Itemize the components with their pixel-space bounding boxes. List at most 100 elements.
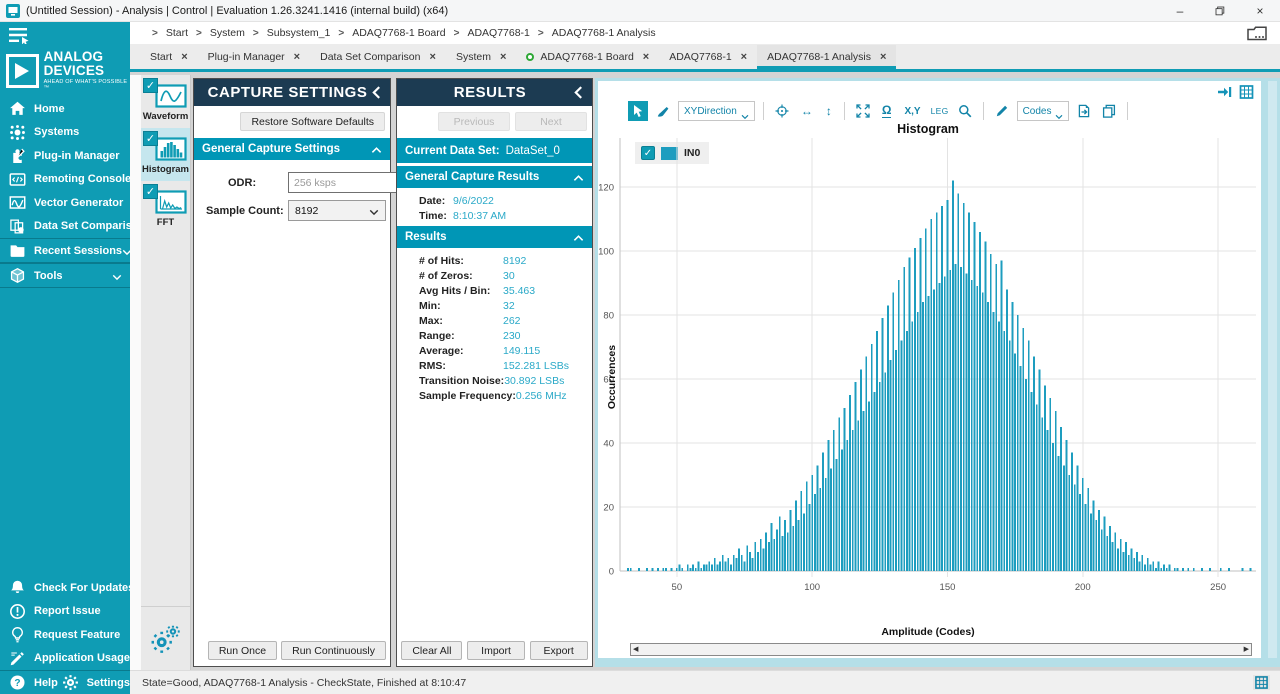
clear-all-button[interactable]: Clear All xyxy=(401,641,463,660)
collapse-panel-icon[interactable] xyxy=(372,86,381,99)
sidebar-item[interactable]: Report Issue xyxy=(0,600,130,624)
sidebar-item-settings[interactable]: Settings xyxy=(60,671,130,694)
restore-defaults-button[interactable]: Restore Software Defaults xyxy=(240,112,385,131)
sample-count-dropdown[interactable]: 8192 xyxy=(288,200,386,221)
legend-checkbox[interactable]: ✓ xyxy=(641,146,655,160)
minimize-button[interactable]: – xyxy=(1176,3,1184,18)
checkbox-checked[interactable]: ✓ xyxy=(143,184,158,199)
tool-strip-item[interactable]: ✓ Waveform xyxy=(142,78,189,122)
close-tab-icon[interactable]: × xyxy=(429,51,436,63)
scroll-right-icon[interactable]: ▶ xyxy=(1243,646,1249,653)
collapse-panel-icon[interactable] xyxy=(574,86,583,99)
tools-icon xyxy=(9,267,26,284)
breadcrumb-separator: > xyxy=(537,27,544,39)
sidebar-item[interactable]: Plug-in Manager xyxy=(0,144,130,168)
import-button[interactable]: Import xyxy=(467,641,526,660)
x-axis-label: Amplitude (Codes) xyxy=(881,626,975,638)
next-button[interactable]: Next xyxy=(515,112,587,131)
breadcrumb-item[interactable]: > ADAQ7768-1 xyxy=(453,27,530,39)
brush-tool-button[interactable] xyxy=(653,101,673,121)
tab[interactable]: Plug-in Manager × xyxy=(207,51,301,63)
svg-text:200: 200 xyxy=(1075,582,1091,593)
collapse-right-icon[interactable] xyxy=(1217,85,1232,99)
breadcrumb-item[interactable]: > ADAQ7768-1 Board xyxy=(338,27,446,39)
fft-thumb-icon xyxy=(154,190,187,214)
general-capture-settings-section[interactable]: General Capture Settings xyxy=(194,138,390,160)
breadcrumb-item[interactable]: > System xyxy=(196,27,245,39)
checkbox-checked[interactable]: ✓ xyxy=(143,131,158,146)
undo-zoom-button[interactable]: Ω xyxy=(881,103,892,118)
sidebar-item-help[interactable]: ? Help xyxy=(0,671,60,694)
previous-button[interactable]: Previous xyxy=(438,112,510,131)
display-layout-icon[interactable] xyxy=(1253,675,1270,690)
legend-toggle-button[interactable]: LEG xyxy=(930,106,949,116)
scroll-left-icon[interactable]: ◀ xyxy=(633,646,639,653)
result-row: Time: 8:10:37 AM xyxy=(419,209,507,222)
tab[interactable]: Start × xyxy=(150,51,188,63)
sidebar-item[interactable]: Application Usage Logging xyxy=(0,647,176,671)
checkbox-checked[interactable]: ✓ xyxy=(143,78,158,93)
tab[interactable]: ADAQ7768-1 × xyxy=(669,51,748,63)
menu-button[interactable] xyxy=(0,22,130,48)
chart-title: Histogram xyxy=(897,122,959,136)
run-once-button[interactable]: Run Once xyxy=(207,641,278,660)
tool-strip-item[interactable]: ✓ FFT xyxy=(141,181,190,234)
tool-strip-item[interactable]: ✓ Histogram xyxy=(141,128,190,181)
results-section[interactable]: Results xyxy=(397,226,592,248)
close-button[interactable]: × xyxy=(1256,3,1264,18)
close-tab-icon[interactable]: × xyxy=(740,51,748,63)
v-zoom-button[interactable]: ↕ xyxy=(825,104,832,118)
close-tab-icon[interactable]: × xyxy=(293,51,301,63)
breadcrumb-item[interactable]: > Start xyxy=(152,27,189,39)
sidebar-item[interactable]: Check For Updates xyxy=(0,576,134,600)
session-folder-icon[interactable] xyxy=(1246,25,1268,42)
data-grid-icon[interactable] xyxy=(1239,85,1254,99)
copy-chart-button[interactable] xyxy=(1099,101,1119,121)
histogram-plot-svg[interactable]: 0 20 40 60 80 100 120 50 100 150 200 250 xyxy=(598,132,1258,602)
export-button[interactable]: Export xyxy=(529,641,588,660)
sidebar-item[interactable]: Recent Sessions xyxy=(0,238,132,263)
tab[interactable]: ADAQ7768-1 Board × xyxy=(516,45,659,69)
xydirection-dropdown[interactable]: XYDirection xyxy=(678,101,755,121)
tab[interactable]: System × xyxy=(455,51,507,63)
recent-sessions-icon xyxy=(9,242,26,259)
codes-dropdown[interactable]: Codes xyxy=(1016,101,1070,121)
close-tab-icon[interactable]: × xyxy=(880,51,887,63)
xy-axes-button[interactable]: X,Y xyxy=(904,105,921,117)
sidebar-item[interactable]: Request Feature xyxy=(0,623,130,647)
sidebar-item[interactable]: Systems xyxy=(0,121,130,145)
home-icon xyxy=(9,100,26,117)
tool-settings-button[interactable] xyxy=(141,606,190,670)
sidebar-item[interactable]: Data Set Comparison xyxy=(0,215,145,239)
sidebar-item[interactable]: Home xyxy=(0,97,130,121)
restore-button[interactable] xyxy=(1200,0,1240,21)
close-tab-icon[interactable]: × xyxy=(642,51,650,63)
vertical-scroll-strip[interactable] xyxy=(1268,81,1277,658)
pointer-tool-button[interactable] xyxy=(628,101,648,121)
h-zoom-button[interactable]: ↔ xyxy=(800,104,813,118)
close-tab-icon[interactable]: × xyxy=(499,51,507,63)
pan-tool-button[interactable] xyxy=(772,101,792,121)
chart-legend: ✓ IN0 xyxy=(635,142,710,164)
tab[interactable]: ADAQ7768-1 Analysis × xyxy=(757,45,897,69)
help-icon: ? xyxy=(9,674,26,691)
zoom-tool-button[interactable] xyxy=(955,101,975,121)
general-capture-results-section[interactable]: General Capture Results xyxy=(397,166,592,188)
breadcrumb-separator: > xyxy=(252,27,259,39)
annotate-button[interactable] xyxy=(992,101,1012,121)
export-chart-button[interactable] xyxy=(1074,101,1094,121)
odr-input[interactable] xyxy=(288,172,424,193)
result-row: # of Hits: 8192 xyxy=(419,254,527,267)
breadcrumb-separator: > xyxy=(196,27,202,39)
status-text: State=Good, ADAQ7768-1 Analysis - CheckS… xyxy=(142,676,467,689)
breadcrumb-item[interactable]: > ADAQ7768-1 Analysis xyxy=(537,27,656,39)
tab[interactable]: Data Set Comparison × xyxy=(320,51,436,63)
sidebar-item[interactable]: Vector Generator xyxy=(0,191,130,215)
sidebar-item[interactable]: Tools xyxy=(0,263,130,288)
sidebar-item[interactable]: Remoting Console xyxy=(0,168,131,192)
horizontal-scrollbar[interactable]: ◀ ▶ xyxy=(630,643,1252,656)
close-tab-icon[interactable]: × xyxy=(181,51,188,63)
breadcrumb-item[interactable]: > Subsystem_1 xyxy=(252,27,331,39)
run-continuously-button[interactable]: Run Continuously xyxy=(281,641,386,660)
fit-view-button[interactable] xyxy=(853,101,873,121)
